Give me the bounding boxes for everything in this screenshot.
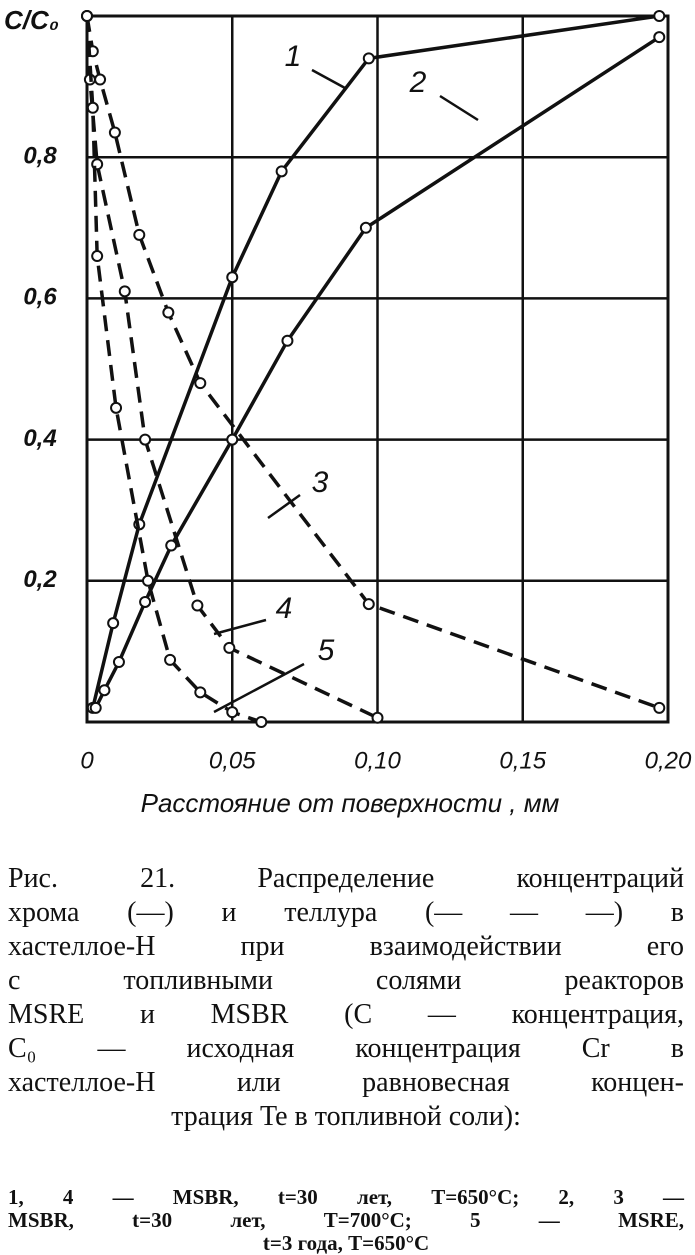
data-point	[359, 221, 372, 234]
x-tick-label: 0,10	[354, 747, 401, 774]
data-point	[275, 165, 288, 178]
x-tick-label: 0,20	[645, 747, 692, 774]
leader-line	[439, 94, 479, 122]
data-point	[226, 706, 239, 719]
data-point	[142, 574, 155, 587]
data-point	[653, 31, 666, 44]
caption-line: Рис. 21. Распределение концентраций	[8, 863, 684, 894]
caption-line: трация Te в топливной соли):	[171, 1101, 521, 1132]
data-point	[191, 599, 204, 612]
data-point	[194, 686, 207, 699]
caption-line: t=3 года, T=650°C	[262, 1231, 430, 1255]
x-axis-label: Расстояние от поверхности , мм	[141, 788, 560, 818]
caption-notes: 1, 4 — MSBR, t=30 лет, T=650°C; 2, 3 — MS…	[8, 1186, 684, 1255]
data-point	[139, 433, 152, 446]
caption: Рис. 21. Распределение концентраций хрома…	[8, 862, 684, 1134]
data-point	[89, 701, 102, 714]
data-point	[223, 641, 236, 654]
chart: C/C₀ Расстояние от поверхности , мм 0 0,0…	[4, 5, 692, 818]
data-point	[86, 101, 99, 114]
data-point	[98, 684, 111, 697]
data-point	[118, 285, 131, 298]
data-point	[371, 711, 384, 724]
y-tick-label: 0,6	[23, 284, 57, 311]
leader-line	[311, 68, 346, 90]
data-point	[653, 701, 666, 714]
caption-line: хрома (—) и теллура (— — —) в	[8, 897, 684, 928]
data-point	[164, 653, 177, 666]
data-point	[107, 617, 120, 630]
curve-label: 4	[276, 592, 293, 625]
data-point	[81, 10, 93, 22]
curve-label: 1	[285, 40, 302, 73]
caption-line: хастеллое-Н при взаимодействии его	[8, 931, 684, 962]
data-point	[362, 598, 375, 611]
y-tick-label: 0,2	[23, 566, 57, 593]
caption-line: C₀ — исходная концентрация Cr в	[8, 1033, 684, 1064]
x-tick-label: 0	[80, 747, 94, 774]
y-tick-label: 0,4	[23, 425, 56, 452]
leader-line	[213, 618, 267, 636]
caption-line: с топливными солями реакторов	[8, 965, 684, 996]
data-point	[108, 126, 121, 139]
data-point	[226, 433, 239, 446]
data-point	[194, 377, 207, 390]
caption-line: MSRE и MSBR (C — концентрация,	[8, 999, 684, 1030]
data-point	[281, 334, 294, 347]
y-tick-label: 0,8	[23, 143, 57, 170]
data-point	[91, 250, 104, 263]
series-line	[91, 14, 660, 709]
y-axis-label: C/C₀	[4, 5, 59, 35]
data-point	[162, 306, 175, 319]
data-point	[362, 52, 375, 65]
data-point	[165, 539, 178, 552]
data-point	[139, 595, 152, 608]
data-point	[110, 401, 123, 414]
caption-line: 1, 4 — MSBR, t=30 лет, T=650°C; 2, 3 —	[8, 1185, 684, 1209]
data-point	[112, 655, 125, 668]
curve-label: 5	[318, 634, 335, 667]
data-point	[255, 716, 268, 728]
curve-label: 3	[312, 466, 329, 499]
caption-line: MSBR, t=30 лет, T=700°C; 5 — MSRE,	[8, 1208, 684, 1232]
x-tick-label: 0,05	[209, 747, 256, 774]
leader-line	[213, 662, 305, 714]
data-point	[94, 73, 107, 86]
leader-line	[267, 493, 301, 520]
data-point	[226, 271, 239, 284]
caption-line: хастеллое-Н или равновесная концен-	[8, 1067, 684, 1098]
x-tick-label: 0,15	[499, 747, 546, 774]
curve-label: 2	[409, 66, 427, 99]
data-point	[653, 10, 666, 22]
data-point	[133, 228, 146, 241]
